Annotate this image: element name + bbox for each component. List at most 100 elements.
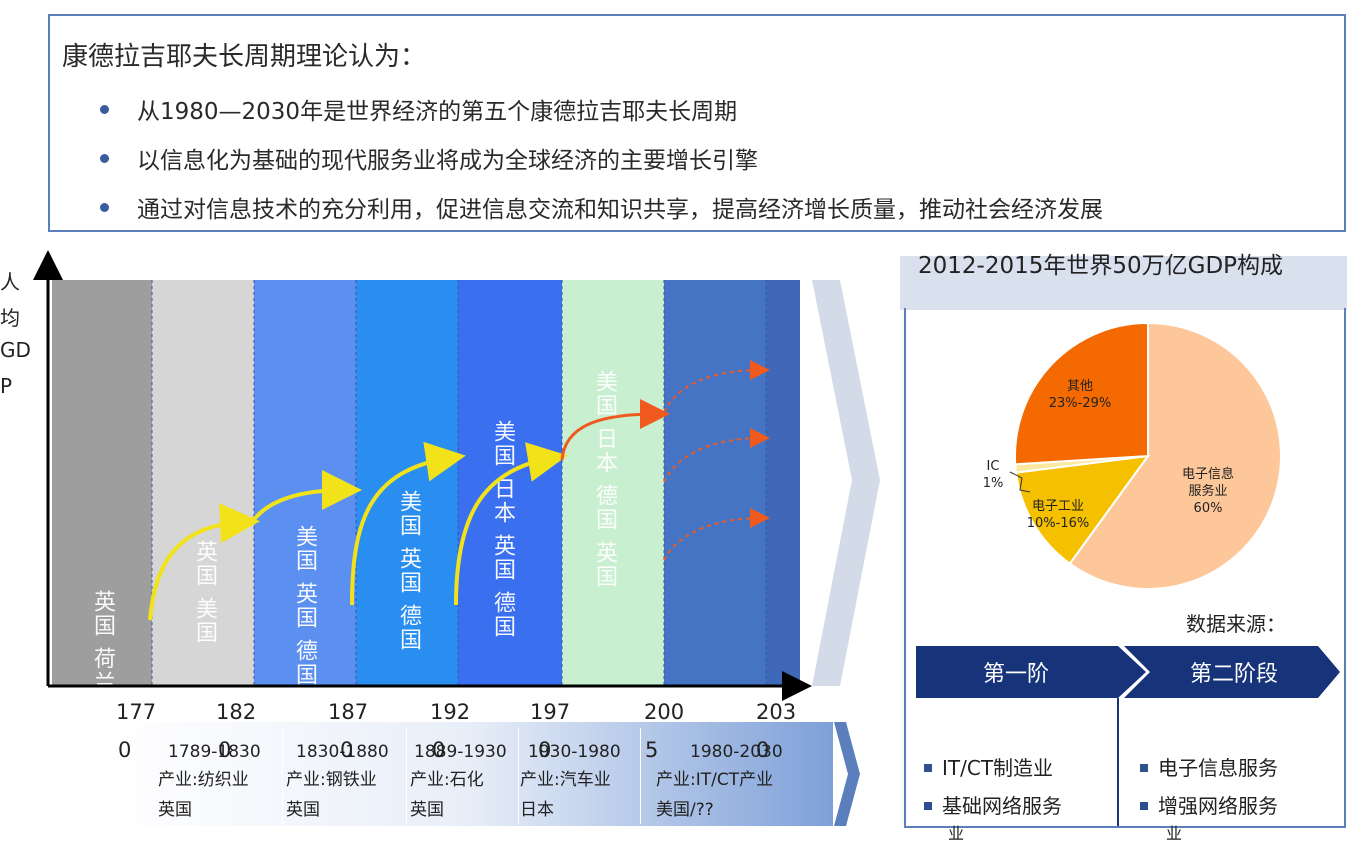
intro-bullet: 从1980—2030年是世界经济的第五个康德拉吉耶夫长周期 [100, 92, 737, 126]
x-tick-label: 0 [340, 738, 354, 762]
slice-name: IC [986, 459, 1000, 474]
stage-one-label: 第一阶 [982, 662, 1049, 687]
x-tick-label: 5 [645, 738, 659, 762]
stage-item-overflow: 业 [1166, 824, 1183, 843]
stage-item-overflow: 业 [948, 824, 965, 843]
info-divider [518, 728, 519, 824]
slice-name: 电子工业 [1031, 499, 1084, 514]
period-industry: 产业:钢铁业 [286, 770, 377, 790]
forecast-arrow [663, 360, 770, 561]
period-band [152, 280, 254, 686]
bullet-dot-icon [100, 203, 109, 212]
period-years: 1930-1980 [528, 742, 621, 762]
slice-name: 其他 [1066, 379, 1093, 394]
growth-arrow [148, 441, 568, 621]
pie-label-electronics: 电子工业 10%-16% [1016, 498, 1100, 532]
x-tick-label: 0 [538, 738, 552, 762]
info-divider [282, 728, 283, 824]
y-axis-label: P [0, 374, 13, 398]
x-tick-label: 192 [430, 700, 471, 724]
square-bullet-icon [924, 763, 932, 772]
pie-slice [1014, 454, 1151, 565]
pie-slice [1068, 321, 1282, 590]
band-country-text: 美国 日本 英国 德国 [490, 420, 515, 639]
period-info-strip [108, 722, 833, 826]
period-country: 美国/?? [656, 800, 714, 820]
stage-two-chevron [1124, 646, 1340, 698]
intro-bullet: 通过对信息技术的充分利用，促进信息交流和知识共享，提高经济增长质量，推动社会经济… [100, 190, 1103, 224]
period-country: 英国 [158, 800, 192, 820]
period-industry: 产业:IT/CT产业 [656, 770, 774, 790]
x-tick-label: 182 [216, 700, 257, 724]
slice-value: 23%-29% [1048, 396, 1112, 411]
period-band [664, 280, 766, 686]
stage-item: 基础网络服务 [924, 790, 1062, 819]
pie-title-bar [900, 256, 1347, 310]
period-industry: 产业:石化 [410, 770, 484, 790]
stage-item: 电子信息服务 [1140, 752, 1278, 781]
intro-bullet-text: 从1980—2030年是世界经济的第五个康德拉吉耶夫长周期 [137, 99, 738, 125]
pie-panel [904, 308, 1346, 828]
slice-value: 10%-16% [1026, 516, 1090, 531]
intro-bullet-text: 以信息化为基础的现代服务业将成为全球经济的主要增长引擎 [137, 148, 758, 174]
slice-value: 60% [1193, 501, 1223, 516]
pie-label-ic: IC 1% [978, 458, 1008, 492]
period-country: 英国 [410, 800, 444, 820]
stage-item: IT/CT制造业 [924, 752, 1053, 781]
stage-two-label: 第二阶段 [1189, 662, 1278, 687]
stage-one-chevron [916, 646, 1146, 698]
period-years: 1980-2030 [690, 742, 783, 762]
period-band [458, 280, 562, 686]
intro-box [48, 14, 1346, 232]
info-divider [640, 728, 641, 824]
pie-slice [1014, 321, 1149, 466]
stage-item-text: 增强网络服务 [1158, 794, 1278, 818]
period-band [766, 280, 800, 686]
info-divider [406, 728, 407, 824]
intro-bullet-text: 通过对信息技术的充分利用，促进信息交流和知识共享，提高经济增长质量，推动社会经济… [137, 197, 1103, 223]
y-axis-label: GD [0, 338, 31, 362]
period-country: 日本 [520, 800, 554, 820]
intro-bullet: 以信息化为基础的现代服务业将成为全球经济的主要增长引擎 [100, 141, 758, 175]
x-tick-label: 187 [328, 700, 369, 724]
growth-arrow [560, 399, 670, 461]
band-country-text: 美国 英国 德国 [396, 490, 421, 652]
data-source-label: 数据来源： [1186, 612, 1286, 636]
x-tick-label: 0 [218, 738, 232, 762]
stage-item-text: 基础网络服务 [942, 794, 1062, 818]
period-band [562, 280, 664, 686]
square-bullet-icon [1140, 763, 1148, 772]
band-separator [151, 280, 767, 686]
bullet-dot-icon [100, 105, 109, 114]
band-country-text: 美国 英国 德国 日本 [292, 525, 317, 744]
square-bullet-icon [924, 801, 932, 810]
slice-value: 1% [982, 476, 1004, 491]
x-tick-label: 203 [756, 700, 797, 724]
period-band [356, 280, 458, 686]
band-country-text: 美国 日本 德国 英国 [592, 370, 617, 589]
y-axis-label: 人 [0, 270, 20, 294]
stage-item-text: IT/CT制造业 [942, 756, 1054, 780]
period-industry: 产业:纺织业 [158, 770, 249, 790]
x-tick-label: 0 [118, 738, 132, 762]
x-tick-label: 197 [530, 700, 571, 724]
stage-item-text: 电子信息服务 [1158, 756, 1278, 780]
x-tick-label: 177 [116, 700, 157, 724]
band-country-text: 英国 荷兰 [90, 590, 115, 695]
x-tick-label: 200 [644, 700, 685, 724]
strip-chevron-icon [834, 722, 860, 826]
period-country: 英国 [286, 800, 320, 820]
bullet-dot-icon [100, 154, 109, 163]
pie-label-other: 其他 23%-29% [1044, 378, 1116, 412]
pie-title: 2012-2015年世界50万亿GDP构成 [918, 253, 1284, 279]
band-country-text: 英国 美国 [192, 540, 217, 645]
y-axis-label: 均 [0, 306, 20, 330]
period-years: 1789-1830 [168, 742, 261, 762]
section-chevron-icon [812, 280, 880, 686]
x-tick-label: 0 [432, 738, 446, 762]
intro-title: 康德拉吉耶夫长周期理论认为： [62, 42, 427, 72]
